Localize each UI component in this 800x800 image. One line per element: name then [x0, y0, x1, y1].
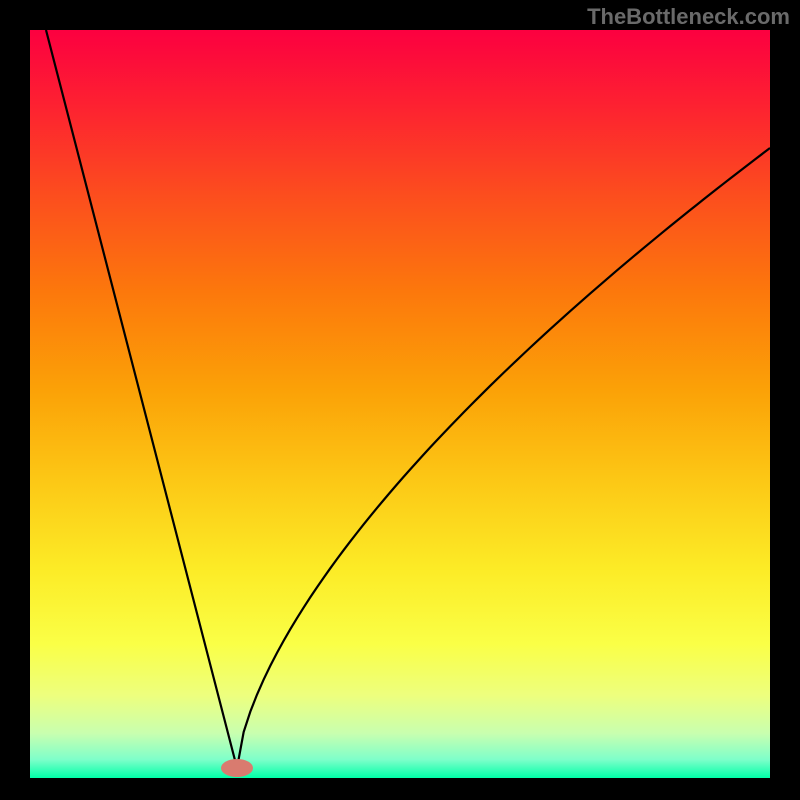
bottleneck-chart: TheBottleneck.com	[0, 0, 800, 800]
chart-canvas	[0, 0, 800, 800]
watermark-text: TheBottleneck.com	[587, 4, 790, 30]
